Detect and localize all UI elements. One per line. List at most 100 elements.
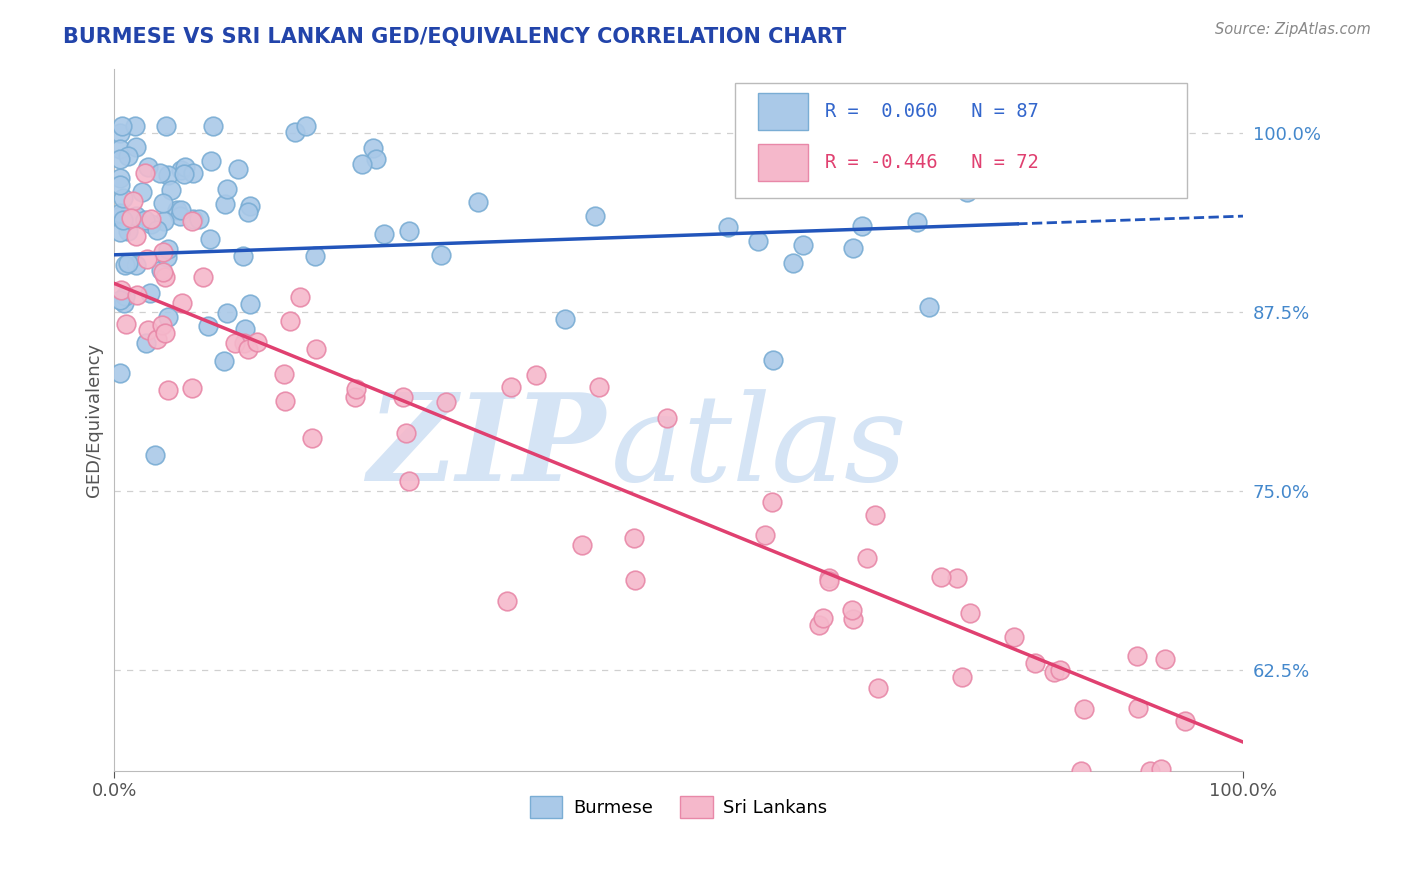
Point bbox=[761, 495, 783, 509]
Point bbox=[202, 119, 225, 133]
Point bbox=[232, 249, 254, 263]
Point bbox=[156, 169, 179, 183]
Legend: Burmese, Sri Lankans: Burmese, Sri Lankans bbox=[523, 789, 835, 825]
Point bbox=[145, 223, 167, 237]
Point bbox=[366, 153, 388, 167]
FancyBboxPatch shape bbox=[735, 83, 1187, 198]
Point bbox=[108, 205, 131, 219]
Point bbox=[467, 194, 489, 209]
Point bbox=[125, 229, 148, 244]
Point bbox=[305, 343, 328, 357]
Point bbox=[395, 426, 418, 441]
Point bbox=[236, 205, 259, 219]
Point bbox=[929, 570, 952, 584]
Point bbox=[117, 255, 139, 269]
Point bbox=[1139, 764, 1161, 778]
Point bbox=[108, 366, 131, 380]
Point bbox=[170, 163, 193, 178]
Point bbox=[108, 209, 131, 223]
Point bbox=[624, 573, 647, 587]
Point bbox=[842, 612, 865, 626]
Point bbox=[1070, 764, 1092, 778]
Point bbox=[152, 196, 174, 211]
Point bbox=[172, 295, 194, 310]
Point bbox=[583, 209, 606, 223]
Point bbox=[139, 217, 162, 231]
Point bbox=[499, 380, 522, 394]
Point bbox=[136, 323, 159, 337]
Point bbox=[200, 232, 222, 246]
Point bbox=[856, 551, 879, 566]
Point bbox=[818, 574, 841, 588]
Point bbox=[905, 215, 928, 229]
Point bbox=[295, 119, 318, 133]
Point bbox=[224, 336, 246, 351]
Point bbox=[117, 224, 139, 238]
Point bbox=[108, 170, 131, 185]
Point bbox=[145, 448, 167, 462]
Point bbox=[187, 212, 209, 227]
Point bbox=[153, 269, 176, 284]
Point bbox=[588, 380, 610, 394]
Point bbox=[131, 185, 153, 199]
Point bbox=[170, 202, 193, 217]
Point bbox=[807, 618, 830, 632]
Point bbox=[232, 336, 254, 351]
Point bbox=[160, 183, 183, 197]
Point bbox=[197, 319, 219, 334]
Point bbox=[239, 296, 262, 310]
Point bbox=[841, 603, 863, 617]
Point bbox=[623, 532, 645, 546]
Point bbox=[1049, 663, 1071, 677]
Point bbox=[111, 119, 134, 133]
Point bbox=[152, 245, 174, 260]
Point bbox=[398, 224, 420, 238]
Point bbox=[343, 390, 366, 404]
Point bbox=[114, 288, 136, 302]
Point bbox=[1174, 714, 1197, 729]
Point bbox=[236, 343, 259, 357]
Point bbox=[754, 528, 776, 542]
Point bbox=[868, 681, 890, 695]
Point bbox=[655, 410, 678, 425]
Point bbox=[495, 594, 517, 608]
Point bbox=[150, 263, 173, 277]
Point bbox=[152, 265, 174, 279]
Point bbox=[153, 214, 176, 228]
Point bbox=[284, 125, 307, 139]
Point bbox=[173, 160, 195, 174]
Text: ZIP: ZIP bbox=[367, 388, 606, 507]
Point bbox=[200, 154, 222, 169]
Point bbox=[827, 170, 849, 185]
Point bbox=[524, 368, 547, 382]
Point bbox=[108, 178, 131, 192]
Bar bbox=[758, 93, 808, 129]
Point bbox=[956, 186, 979, 200]
Point bbox=[1024, 656, 1046, 670]
Point bbox=[180, 381, 202, 395]
Point bbox=[136, 160, 159, 174]
Point bbox=[157, 310, 180, 324]
Point bbox=[169, 209, 191, 223]
Point bbox=[782, 256, 804, 270]
Point bbox=[959, 606, 981, 620]
Point bbox=[1126, 649, 1149, 664]
Point bbox=[134, 166, 156, 180]
Point bbox=[157, 243, 180, 257]
Point bbox=[945, 571, 967, 585]
Point bbox=[191, 270, 214, 285]
Point bbox=[226, 161, 249, 176]
Point bbox=[112, 296, 135, 310]
Point bbox=[150, 318, 173, 332]
Point bbox=[917, 300, 939, 314]
Point bbox=[149, 166, 172, 180]
Point bbox=[429, 248, 451, 262]
Point bbox=[554, 311, 576, 326]
Point bbox=[571, 538, 593, 552]
Point bbox=[125, 140, 148, 154]
Point bbox=[280, 314, 302, 328]
Point bbox=[108, 126, 131, 140]
Point bbox=[246, 335, 269, 350]
Point bbox=[818, 571, 841, 585]
Point bbox=[156, 383, 179, 397]
